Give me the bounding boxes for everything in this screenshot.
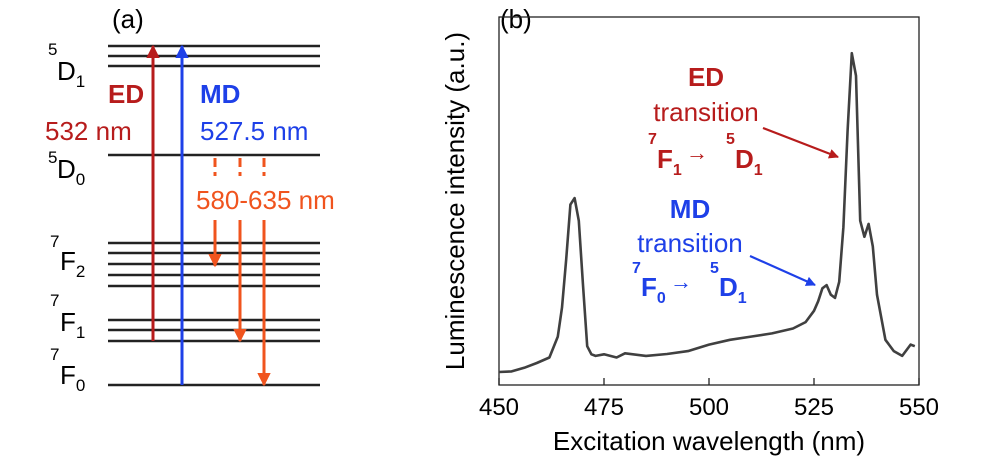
- ed-annotation-transition: F1: [657, 144, 682, 179]
- md-annotation-arrow-glyph: →: [670, 269, 692, 294]
- level-label-5d1: D1: [57, 56, 85, 91]
- md-annotation-title: MD: [670, 194, 710, 224]
- md-annotation-to: D1: [719, 272, 747, 307]
- level-7f1-lines: [108, 318, 320, 343]
- md-label: MD: [200, 79, 240, 109]
- ed-annotation-title: ED: [688, 62, 724, 92]
- panel-b-label: (b): [500, 4, 532, 34]
- spectrum-line: [498, 51, 916, 374]
- x-tick-label: 525: [794, 394, 834, 421]
- x-tick-label: 550: [899, 394, 939, 421]
- x-tick-label: 450: [479, 394, 519, 421]
- level-sup-7f0: 7: [50, 345, 59, 364]
- level-sup-7f2: 7: [50, 232, 59, 251]
- md-annotation: MD transition 7 F0 → 5 D1: [632, 194, 747, 307]
- level-label-7f1: F1: [60, 307, 85, 342]
- level-5d1-lines: [108, 44, 320, 68]
- ed-annotation-to: D1: [735, 144, 763, 179]
- emission-label-background: [194, 182, 364, 216]
- md-annotation-arrow: [749, 254, 816, 287]
- md-annotation-from-sup: 7: [632, 260, 641, 277]
- level-sup-5d1: 5: [48, 40, 57, 59]
- md-wavelength: 527.5 nm: [200, 116, 308, 146]
- md-annotation-line2: transition: [637, 228, 743, 258]
- level-label-7f2: F2: [60, 246, 85, 281]
- ed-label: ED: [108, 79, 144, 109]
- x-tick-label: 475: [584, 394, 624, 421]
- emission-label: 580-635 nm: [196, 185, 335, 215]
- ed-annotation-to-sup: 5: [726, 131, 735, 148]
- x-tick-label: 500: [689, 394, 729, 421]
- emission-arrows: [208, 158, 271, 387]
- x-axis: 450 475 500 525 550: [479, 378, 939, 421]
- ed-annotation-arrow-glyph: →: [686, 140, 708, 165]
- level-sup-5d0: 5: [48, 148, 57, 167]
- md-annotation-transition: F0: [641, 272, 666, 307]
- x-axis-label: Excitation wavelength (nm): [553, 426, 865, 456]
- y-axis-label: Luminescence intensity (a.u.): [440, 32, 470, 370]
- panel-a-label: (a): [112, 4, 144, 34]
- level-label-5d0: D0: [57, 154, 85, 189]
- ed-annotation-line2: transition: [653, 97, 759, 127]
- ed-wavelength: 532 nm: [45, 116, 132, 146]
- panel-b: (b) 450 475 500 525 550 Excitation wavelengt…: [440, 4, 939, 456]
- ed-annotation: ED transition 7 F1 → 5 D1: [648, 62, 763, 179]
- panel-a: (a) D1: [45, 4, 364, 395]
- ed-annotation-from-sup: 7: [648, 131, 657, 148]
- md-annotation-to-sup: 5: [710, 260, 719, 277]
- level-sup-7f1: 7: [50, 291, 59, 310]
- level-label-7f0: F0: [60, 360, 85, 395]
- ed-annotation-arrow: [762, 126, 839, 159]
